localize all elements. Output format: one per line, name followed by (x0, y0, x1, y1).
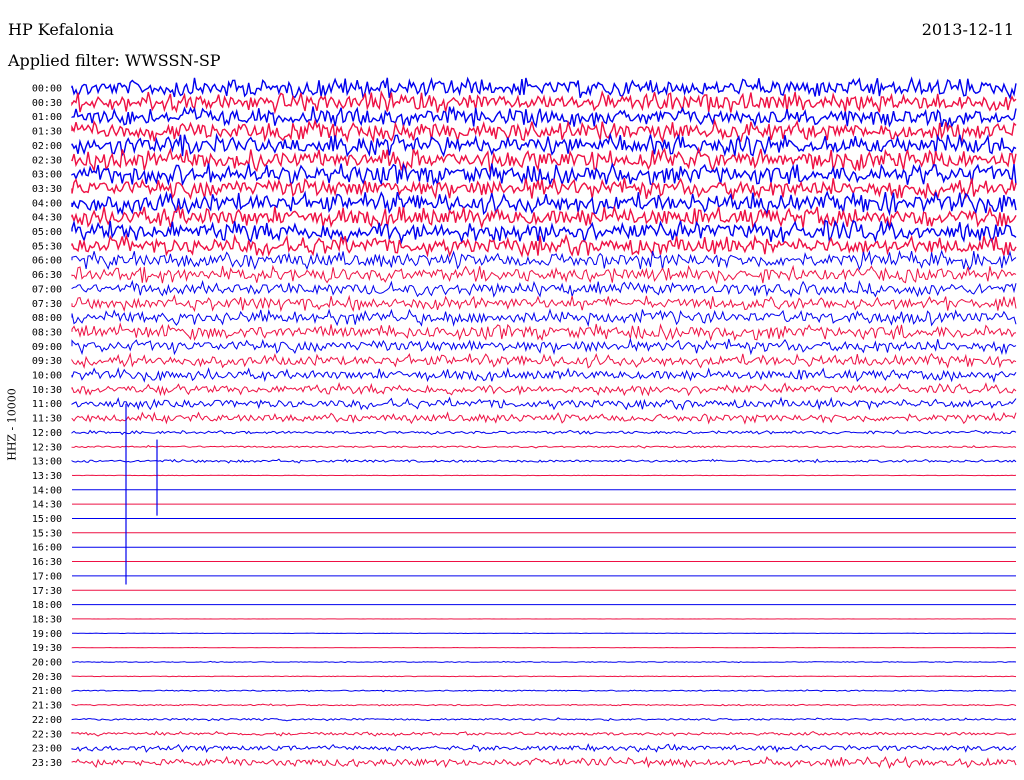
row-time-label: 04:00 (32, 198, 62, 209)
row-time-label: 05:00 (32, 227, 62, 238)
row-time-label: 16:00 (32, 543, 62, 554)
trace-row (71, 76, 1017, 100)
trace-row (71, 730, 1017, 737)
trace-row (71, 89, 1017, 115)
trace-row (71, 308, 1017, 328)
row-time-label: 12:30 (32, 442, 62, 453)
row-time-label: 04:30 (32, 213, 62, 224)
row-time-label: 09:00 (32, 342, 62, 353)
row-time-label: 03:00 (32, 170, 62, 181)
row-time-label: 17:30 (32, 586, 62, 597)
trace-row (71, 279, 1017, 299)
trace-row (71, 429, 1017, 436)
row-time-label: 21:30 (32, 701, 62, 712)
row-time-label: 07:30 (32, 299, 62, 310)
trace-row (71, 703, 1017, 707)
row-time-label: 15:30 (32, 528, 62, 539)
trace-row (71, 660, 1017, 664)
row-time-label: 17:00 (32, 571, 62, 582)
row-time-label: 19:00 (32, 629, 62, 640)
trace-row (71, 382, 1017, 397)
row-time-label: 01:30 (32, 127, 62, 138)
row-time-label: 11:30 (32, 414, 62, 425)
row-time-label: 03:30 (32, 184, 62, 195)
row-time-label: 19:30 (32, 643, 62, 654)
row-time-label: 06:30 (32, 270, 62, 281)
trace-row (71, 689, 1017, 693)
trace-row (71, 743, 1017, 753)
row-time-label: 23:30 (32, 758, 62, 769)
row-time-label: 13:30 (32, 471, 62, 482)
trace-row (71, 204, 1017, 230)
trace-row (71, 118, 1017, 144)
row-time-label: 12:00 (32, 428, 62, 439)
trace-row (71, 396, 1017, 411)
trace-row (71, 294, 1017, 313)
row-time-label: 20:30 (32, 672, 62, 683)
row-time-label: 05:30 (32, 241, 62, 252)
row-time-label: 02:30 (32, 155, 62, 166)
row-time-label: 09:30 (32, 356, 62, 367)
row-time-label: 00:30 (32, 98, 62, 109)
trace-row (71, 264, 1017, 285)
row-time-label: 11:00 (32, 399, 62, 410)
row-time-label: 22:00 (32, 715, 62, 726)
trace-row (71, 337, 1017, 356)
row-time-label: 15:00 (32, 514, 62, 525)
trace-row (71, 219, 1017, 245)
trace-row (71, 190, 1017, 217)
row-time-label: 08:00 (32, 313, 62, 324)
row-time-label: 23:00 (32, 744, 62, 755)
trace-row (71, 177, 1017, 201)
trace-row (71, 755, 1017, 770)
row-time-label: 06:00 (32, 256, 62, 267)
trace-row (71, 249, 1017, 271)
trace-row (71, 146, 1017, 174)
row-time-label: 21:00 (32, 686, 62, 697)
row-time-label: 16:30 (32, 557, 62, 568)
trace-row (71, 352, 1017, 369)
record-date: 2013-12-11 (921, 20, 1014, 39)
row-time-label: 10:00 (32, 371, 62, 382)
trace-row (71, 367, 1017, 384)
trace-row (71, 105, 1017, 129)
row-time-label: 14:00 (32, 485, 62, 496)
row-time-label: 07:00 (32, 284, 62, 295)
trace-row (71, 444, 1017, 449)
row-time-label: 02:00 (32, 141, 62, 152)
trace-row (71, 411, 1017, 425)
trace-row (71, 233, 1017, 258)
row-time-label: 13:00 (32, 457, 62, 468)
row-time-label: 18:30 (32, 614, 62, 625)
trace-row (71, 458, 1017, 464)
station-title: HP Kefalonia (8, 20, 114, 39)
trace-row (71, 675, 1017, 678)
row-time-label: 01:00 (32, 112, 62, 123)
row-time-label: 22:30 (32, 729, 62, 740)
trace-row (71, 717, 1017, 722)
row-time-label: 18:00 (32, 600, 62, 611)
applied-filter-label: Applied filter: WWSSN-SP (8, 51, 221, 70)
trace-row (71, 162, 1017, 188)
row-time-label: 08:30 (32, 327, 62, 338)
trace-row (71, 322, 1017, 342)
row-time-label: 00:00 (32, 84, 62, 95)
row-time-label: 14:30 (32, 500, 62, 511)
row-time-label: 10:30 (32, 385, 62, 396)
trace-row (71, 132, 1017, 158)
row-time-label: 20:00 (32, 658, 62, 669)
